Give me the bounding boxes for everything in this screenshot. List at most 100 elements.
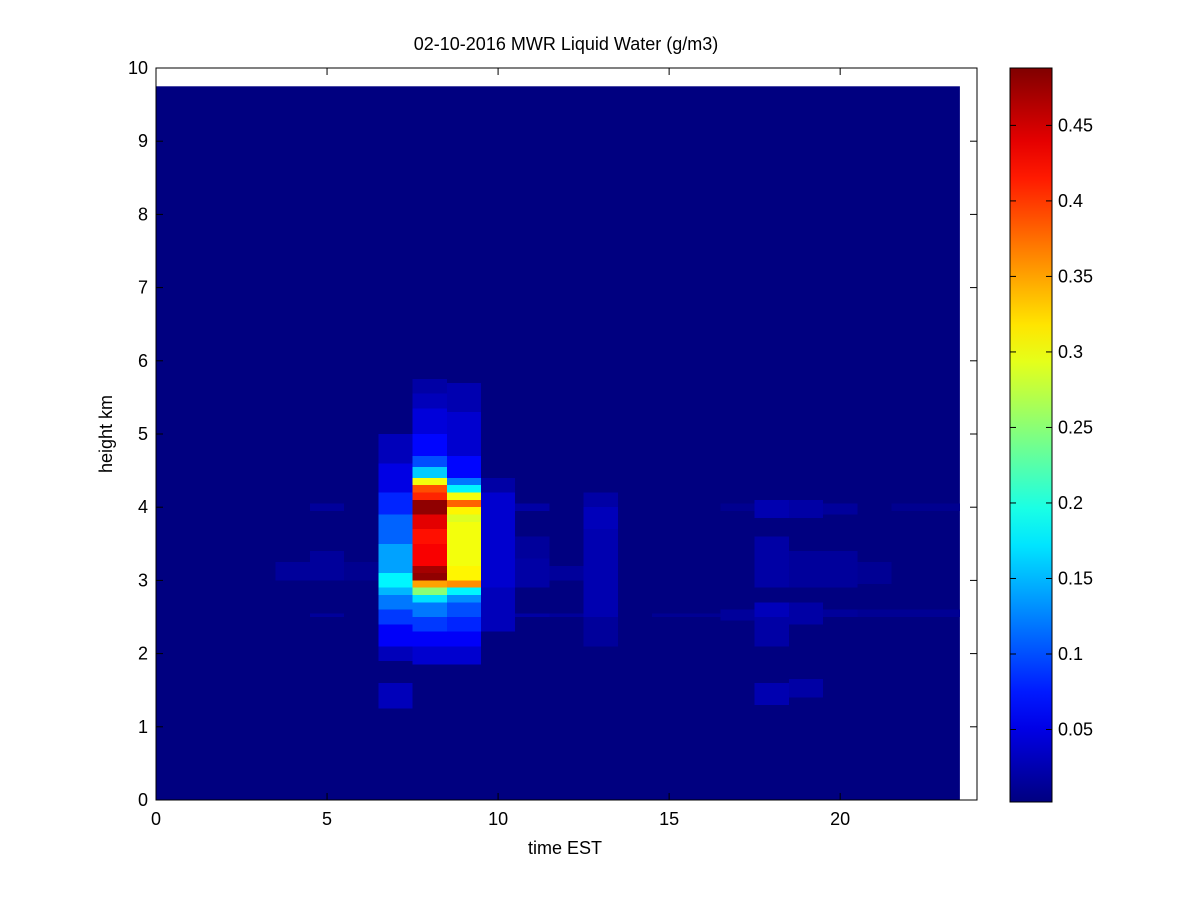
heatmap-cell [412,379,447,394]
heatmap-cell [378,573,413,588]
heatmap-background-field [156,86,960,801]
heatmap-cell [412,393,447,409]
heatmap-cell [378,492,413,515]
x-tick-label: 0 [151,809,161,829]
heatmap-cell [412,543,447,566]
y-tick-label: 9 [138,131,148,151]
heatmap-cell [446,595,481,603]
heatmap-cell [378,587,413,596]
heatmap-cell [925,503,960,511]
heatmap-cell [378,646,413,661]
heatmap-cell [652,613,687,617]
heatmap-cell [412,408,447,434]
heatmap-cell [446,412,481,456]
y-tick-label: 1 [138,717,148,737]
heatmap-cell [823,609,858,617]
heatmap-cell [378,609,413,625]
y-tick-label: 0 [138,790,148,810]
heatmap-cell [309,551,345,581]
heatmap-cell [925,609,960,617]
x-tick-label: 5 [322,809,332,829]
colorbar-tick-label: 0.25 [1058,417,1093,437]
heatmap-cell [754,499,789,519]
heatmap-cell [583,507,618,530]
y-axis-label: height km [96,395,116,473]
heatmap-cell [720,609,755,621]
heatmap-cell [515,558,550,588]
heatmap-cell [412,514,447,522]
y-tick-label: 4 [138,497,148,517]
heatmap-cell [412,529,447,544]
heatmap-cell [309,503,345,511]
heatmap-cell [446,477,481,486]
heatmap-cell [549,613,584,617]
heatmap-cell [378,682,413,709]
plot-area [155,67,978,801]
x-tick-label: 10 [488,809,508,829]
heatmap-cell [378,463,413,493]
heatmap-cell [891,609,926,617]
heatmap-cell [412,499,447,515]
heatmap-cell [446,602,481,617]
heatmap-cell [412,434,447,456]
colorbar-tick-label: 0.45 [1058,115,1093,135]
heatmap-cell [378,434,413,464]
colorbar-tick-label: 0.05 [1058,720,1093,740]
heatmap-cell [515,536,550,559]
heatmap-cell [412,455,447,467]
heatmap-cell [446,499,481,508]
heatmap-cell [446,646,481,665]
heatmap-cell [446,507,481,515]
heatmap-cell [378,514,413,544]
heatmap-cell [754,682,789,705]
heatmap-cell [788,499,824,519]
heatmap-cell [412,617,447,632]
colorbar-tick-label: 0.4 [1058,191,1083,211]
heatmap-cell [412,477,447,486]
y-tick-label: 7 [138,278,148,298]
heatmap-cell [480,492,516,530]
colorbar: 0.05 0.1 0.15 0.2 0.25 0.3 0.35 0.4 0.45 [1009,67,1093,803]
y-tick-label: 2 [138,644,148,664]
y-tick-label: 8 [138,204,148,224]
heatmap-cell [412,631,447,647]
heatmap-cell [446,587,481,596]
heatmap-cell [480,587,516,632]
heatmap-cell [823,551,858,588]
y-tick-label: 6 [138,351,148,371]
heatmap-cell [446,565,481,581]
x-axis: 0 5 10 15 20 [151,68,850,829]
x-tick-label: 15 [659,809,679,829]
heatmap-cell [754,602,789,617]
heatmap-cell [823,503,858,515]
heatmap-cell [515,503,550,511]
heatmap-cell [275,562,310,581]
heatmap-cell [754,617,789,647]
heatmap-cell [412,485,447,493]
x-axis-label: time EST [528,838,602,858]
y-axis: 0 1 2 3 4 5 6 7 8 9 10 [128,58,977,810]
heatmap-cell [412,565,447,574]
heatmap-cell [686,613,721,617]
heatmap-cell [412,573,447,581]
heatmap-cell [549,565,584,581]
heatmap-cell [412,492,447,500]
colorbar-tick-label: 0.1 [1058,644,1083,664]
heatmap-cell [412,646,447,665]
heatmap-cell [378,624,413,647]
y-tick-label: 5 [138,424,148,444]
heatmap-cell [378,595,413,610]
heatmap-cell [309,613,345,617]
heatmap-cell [378,543,413,574]
heatmap-cell [412,521,447,530]
heatmap-cell [480,477,516,493]
heatmap-cell [480,529,516,588]
heatmap-cell [446,455,481,478]
heatmap-cell [720,503,755,511]
heatmap-cell [412,466,447,478]
colorbar-tick-label: 0.35 [1058,266,1093,286]
heatmap-cell [446,631,481,647]
heatmap-cell [583,492,618,508]
heatmap-cell [412,587,447,596]
